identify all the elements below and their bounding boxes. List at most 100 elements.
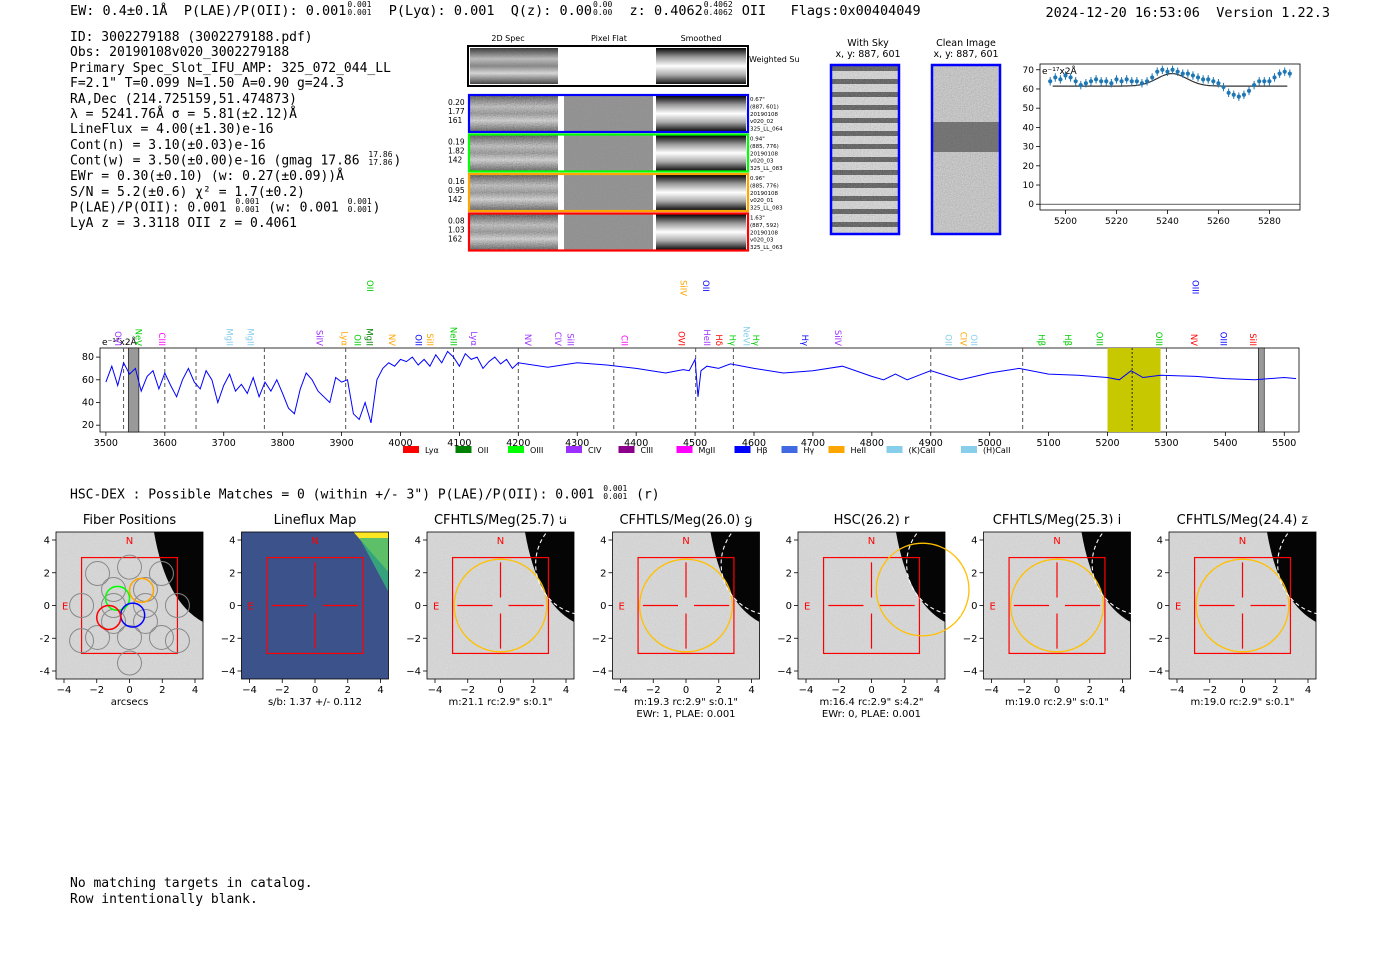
detection-info: ID: 3002279188 (3002279188.pdf) Obs: 201… [70,30,401,231]
full-x-tick-label: 5100 [1037,438,1061,449]
zoom-data-point [1236,94,1241,99]
zoom-data-point [1048,79,1053,84]
cutout-x-tick-label: 2 [716,685,722,696]
cutout-title: CFHTLS/Meg(25.7) u [434,513,567,528]
fiber-meta: 0.96" [750,176,765,182]
masked-region [127,347,140,433]
zoom-data-point [1160,67,1165,72]
zoom-data-point [1201,77,1206,82]
cutout-y-tick-label: −2 [592,634,607,645]
cutout-panel: Lineflux Map N E −4 −4 −2 −2 0 0 2 2 4 4 s/b: 1.37 +/… [221,513,389,708]
fiber-weight: 0.20 [448,98,465,107]
zoom-data-point [1170,67,1175,72]
cutout-x-tick-label: 2 [901,685,907,696]
fiber-meta: 20190108 [750,151,778,157]
cutout-y-tick-label: 4 [44,536,50,547]
emission-line-label: OIII [1093,332,1103,346]
east-label: E [1175,602,1181,613]
cutout-y-tick-label: −4 [40,667,50,678]
cutout-y-tick-label: 0 [971,601,977,612]
zoom-fit-line [1052,73,1288,87]
with-sky-title: With Sky x, y: 887, 601 [835,38,901,60]
cutout-x-tick-label: 4 [934,685,940,696]
cutout-y-tick-label: −2 [777,634,792,645]
search-box [1008,556,1106,655]
catalog-ellipse [1277,512,1370,616]
north-label: N [311,536,318,547]
fiber-circle [117,554,142,580]
cutout-x-tick-label: 2 [530,685,536,696]
qz-value: 0.00 [559,3,593,19]
fiber-meta: 20190108 [750,112,778,118]
ew-value: 0.4±0.1Å [102,3,168,19]
weighted-sum-label: Weighted Sum [749,55,800,64]
cutout-y-tick-label: 0 [229,601,235,612]
full-x-tick-label: 3900 [329,438,353,449]
bright-star-region [896,532,945,622]
cutout-x-tick-label: 4 [748,685,754,696]
cutout-y-tick-label: 0 [600,601,606,612]
fiber-val: 161 [448,116,463,125]
aperture-circle [1195,558,1290,653]
fiber-meta: 0.94" [750,137,765,143]
zoom-data-point [1195,75,1201,80]
contw-line: Cont(w) = 3.50(±0.00)e-16 (gmag 17.86 17… [70,150,402,169]
north-label: N [1053,536,1060,547]
east-label: E [433,602,439,613]
full-spectrum-chart: e⁻¹⁷x2Å 3500 3600 3700 3800 3900 4000 4100 4200 4… [82,280,1300,455]
fiber-val: 142 [448,156,463,165]
zoom-y-tick-label: 10 [1023,181,1035,191]
full-x-tick-label: 4600 [742,438,766,449]
north-label: N [126,536,133,547]
cutout-x-tick-label: 0 [1054,685,1060,696]
zoom-data-point [1155,69,1160,74]
qz-label: Q(z): [510,3,552,19]
emission-line-label: NV [386,334,396,346]
fiber-meta: 325_LL_064 [750,127,783,133]
cutout-y-tick-label: 4 [971,536,977,547]
zoom-data-point [1252,83,1257,88]
z-label: z: [629,3,646,19]
cutout-x-tick-label: 0 [1239,685,1245,696]
cutout-title: Fiber Positions [83,513,176,528]
east-label: E [619,602,625,613]
col-header-smoothed: Smoothed [681,34,722,43]
zoom-data-point [1134,79,1139,84]
zoom-data-point [1180,71,1185,76]
lambda-line: λ = 5241.76Å σ = 5.81(±2.12)Å [70,107,297,123]
full-y-tick-label: 40 [82,397,94,408]
emission-line-label: SiIV [677,280,687,296]
cutout-x-tick-label: −4 [1170,685,1185,696]
spectrum-line [105,350,1297,424]
search-box [266,556,364,655]
emission-line-label: OIII [1189,280,1199,294]
fiber-dist: 1.03 [448,226,465,235]
emission-line-label: NeVI [740,326,750,346]
cutout-y-tick-label: 2 [229,568,235,579]
emission-line-label: OVI [676,331,686,346]
full-x-tick-label: 5500 [1272,438,1296,449]
fiber-circle [85,561,111,587]
legend-label: OIII [530,446,543,455]
cutout-x-tick-label: 4 [1305,685,1311,696]
plae-value: 0.001 [305,3,347,19]
zoom-plot-frame [1039,63,1301,211]
cutout-xlabel: s/b: 1.37 +/- 0.112 [268,697,362,708]
cutout-y-tick-label: −2 [221,634,236,645]
emission-line-label: Hγ [726,335,736,346]
cutout-y-tick-label: 0 [415,601,421,612]
east-label: E [990,602,996,613]
emission-line-label: SiII [1247,333,1257,346]
fiber-smoothed [656,175,746,210]
cutout-panel: CFHTLS/Meg(26.0) g N E −4 −4 −2 −2 0 0 2 2 4 4 m:19.3… [592,512,824,720]
zoom-y-tick-label: 30 [1023,143,1035,153]
north-label: N [1239,536,1246,547]
emission-line-label: OII [352,334,362,346]
full-y-tick-label: 20 [82,420,94,431]
emission-line-label: Hδ [713,334,723,346]
plya-value: 0.001 [453,3,495,19]
z-fraction: 0.4062 0.4062 [703,0,733,17]
emission-line-label: SiII [564,333,574,346]
emission-line-label: NeV [132,329,142,347]
zoom-data-point [1277,71,1282,76]
